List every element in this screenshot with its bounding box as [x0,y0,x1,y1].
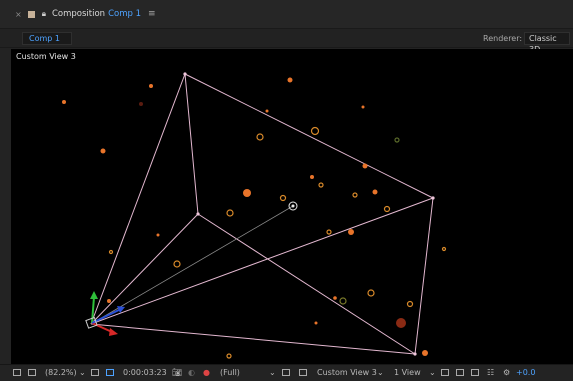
panel-title-label: Composition [51,9,106,19]
toggle-pixel-aspect-icon[interactable] [441,369,449,376]
particles-filled [62,77,428,356]
particle-ring [310,126,320,136]
particle-ring [367,289,375,297]
exposure-value[interactable]: +0.0 [516,368,536,377]
particle-ring [326,229,332,235]
particle-ring [226,353,232,359]
scene-canvas [62,72,447,359]
close-icon[interactable]: × [15,9,22,19]
chevron-down-icon[interactable]: ⌄ [79,368,86,377]
frustum-edge [90,73,186,325]
particle-ring [226,209,234,217]
timeline-icon[interactable] [471,369,479,376]
frustum-corners [183,72,435,356]
composition-tab-bar: Comp 1 Renderer: Classic 3D [0,28,573,54]
composition-viewer[interactable]: Custom View 3 [11,49,573,364]
tab-comp-1[interactable]: Comp 1 [22,32,72,45]
frustum-corner [183,72,187,76]
frustum-edge [184,73,434,199]
particle [265,109,269,113]
point-of-interest-icon[interactable] [288,201,298,211]
particles-rings [108,126,447,359]
monitor-icon[interactable] [28,369,36,376]
timecode-display[interactable]: 0:00:03:23 [123,368,167,377]
viewer-bottom-toolbar: (82.2%) ⌄ 0:00:03:23 📷︎ ◐ ● (Full) ⌄ Cus… [0,364,573,381]
frustum-corner [413,352,417,356]
color-swatch-icon[interactable] [27,10,35,18]
fast-previews-icon[interactable] [456,369,464,376]
rgb-channel-icon[interactable]: ● [203,368,210,377]
show-snapshot-icon[interactable]: ◐ [188,368,195,377]
transparency-grid-icon[interactable] [299,369,307,376]
particle [107,299,111,303]
view-layout-select[interactable]: 1 View [394,368,421,377]
particle [62,100,66,104]
mask-visibility-icon[interactable] [106,369,114,376]
frustum-edge [184,73,199,215]
flowchart-icon[interactable]: ☷ [487,368,495,377]
particle [314,321,318,325]
chevron-down-icon[interactable]: ⌄ [377,368,384,377]
panel-comp-name[interactable]: Comp 1 [108,9,141,19]
view-label: Custom View 3 [16,52,76,61]
particle [139,102,143,106]
particle [372,189,378,195]
particle-ring [279,194,287,202]
particle [149,84,153,88]
particle-ring [383,205,391,213]
particle [310,175,314,179]
frustum-corner [431,196,435,200]
camera-axis-gizmo-icon[interactable] [85,291,125,336]
particle-ring [339,297,347,305]
frustum-edge [90,197,434,325]
chevron-down-icon[interactable]: ⌄ [269,368,276,377]
panel-title-bar: × 🔒︎ Composition Comp 1 ≡ [0,0,573,28]
renderer-label: Renderer: [483,34,523,43]
exposure-reset-icon[interactable]: ⚙ [503,368,511,377]
particle-ring [318,182,324,188]
lock-icon[interactable]: 🔒︎ [41,9,46,18]
particle-ring [256,133,264,141]
region-of-interest-icon[interactable] [282,369,290,376]
particle [333,296,337,300]
grid-guides-icon[interactable] [91,369,99,376]
frustum-edge [414,197,434,355]
particle-ring [108,249,114,255]
particle [422,350,428,356]
particle [156,233,160,237]
particle [362,163,368,169]
frustum-edge [90,323,416,355]
camera-target-line [90,205,294,325]
frustum-edge [90,213,199,325]
camera-frustum [90,73,434,355]
particle-ring [406,300,414,308]
particle [396,318,406,328]
frustum-edge [197,213,416,355]
zoom-select[interactable]: (82.2%) [45,368,77,377]
panel-menu-icon[interactable]: ≡ [147,9,156,19]
particle-ring [394,137,400,143]
particle [243,189,251,197]
particle-ring [173,260,181,268]
particle [287,77,293,83]
particle [361,105,365,109]
frustum-corner [196,212,200,216]
resolution-select[interactable]: (Full) [220,368,240,377]
3d-view-select[interactable]: Custom View 3 [317,368,377,377]
chevron-down-icon[interactable]: ⌄ [429,368,436,377]
particle [100,148,106,154]
renderer-select[interactable]: Classic 3D [524,32,570,54]
particle [348,229,354,235]
camera-snapshot-icon[interactable]: 📷︎ [172,368,183,377]
particle-ring [352,192,358,198]
particle-ring [441,246,447,252]
always-preview-icon[interactable] [13,369,21,376]
